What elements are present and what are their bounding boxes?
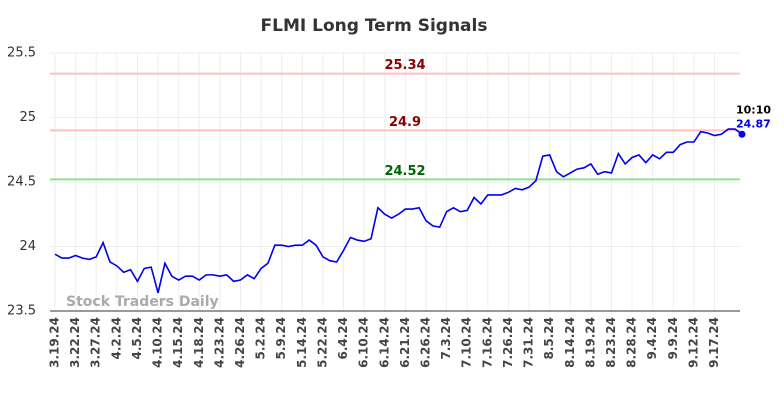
reference-label: 25.34 — [384, 58, 425, 73]
x-tick-label: 5.2.24 — [254, 317, 268, 360]
x-tick-label: 8.14.24 — [563, 317, 577, 368]
x-tick-label: 3.19.24 — [48, 317, 62, 368]
x-tick-label: 7.3.24 — [439, 317, 453, 360]
y-tick-label: 24.5 — [7, 175, 36, 190]
x-tick-label: 7.31.24 — [522, 317, 536, 368]
x-tick-label: 5.9.24 — [274, 317, 288, 360]
x-tick-label: 4.15.24 — [171, 317, 185, 368]
last-point — [738, 130, 746, 138]
y-tick-label: 25 — [19, 110, 36, 125]
x-tick-label: 4.26.24 — [233, 317, 247, 368]
watermark: Stock Traders Daily — [66, 294, 219, 310]
x-tick-label: 9.12.24 — [686, 317, 700, 368]
x-tick-label: 5.22.24 — [315, 317, 329, 368]
x-tick-label: 4.5.24 — [130, 317, 144, 360]
reference-label: 24.52 — [384, 164, 425, 179]
x-tick-label: 9.9.24 — [666, 317, 680, 360]
y-tick-label: 24 — [19, 239, 36, 254]
x-tick-label: 7.10.24 — [460, 317, 474, 368]
price-line — [54, 128, 743, 294]
x-tick-label: 8.28.24 — [625, 317, 639, 368]
x-tick-label: 9.4.24 — [645, 317, 659, 360]
y-tick-label: 23.5 — [7, 304, 36, 319]
x-tick-label: 8.23.24 — [604, 317, 618, 368]
x-tick-label: 6.4.24 — [336, 317, 350, 360]
y-tick-label: 25.5 — [7, 46, 36, 61]
x-tick-label: 4.10.24 — [151, 317, 165, 368]
x-tick-label: 8.5.24 — [542, 317, 556, 360]
x-tick-label: 3.27.24 — [89, 317, 103, 368]
x-tick-label: 7.26.24 — [501, 317, 515, 368]
x-tick-label: 6.14.24 — [377, 317, 391, 368]
x-tick-label: 5.14.24 — [295, 317, 309, 368]
x-tick-label: 6.21.24 — [398, 317, 412, 368]
x-tick-label: 6.26.24 — [418, 317, 432, 368]
x-tick-label: 4.18.24 — [192, 317, 206, 368]
last-time: 10:10 — [736, 103, 771, 116]
x-tick-label: 9.17.24 — [707, 317, 721, 368]
x-tick-label: 4.23.24 — [212, 317, 226, 368]
x-tick-label: 7.16.24 — [480, 317, 494, 368]
x-tick-label: 6.10.24 — [357, 317, 371, 368]
x-tick-label: 4.2.24 — [109, 317, 123, 360]
last-value: 24.87 — [736, 117, 771, 130]
x-tick-label: 3.22.24 — [68, 317, 82, 368]
chart-title: FLMI Long Term Signals — [261, 16, 488, 36]
x-tick-label: 8.19.24 — [583, 317, 597, 368]
reference-label: 24.9 — [389, 115, 421, 130]
